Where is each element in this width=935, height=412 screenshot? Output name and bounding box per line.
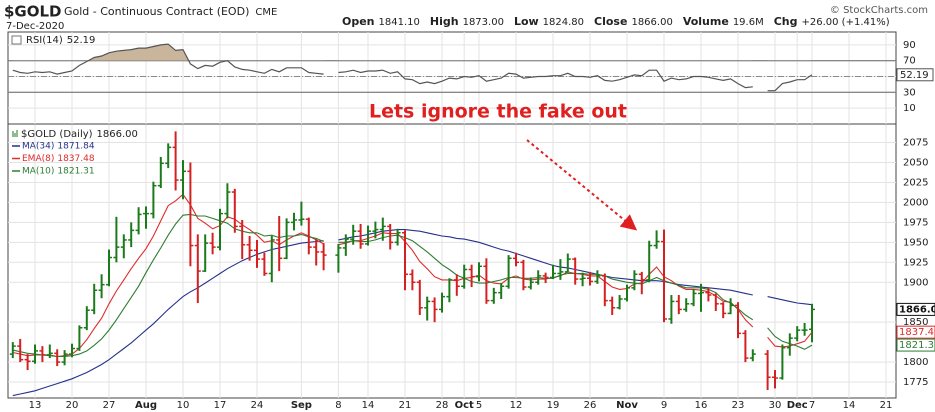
rsi-overbought-area [767,60,812,61]
x-tick-label: Oct [455,400,474,411]
badge-box [896,302,935,316]
date: 7-Dec-2020 [6,21,64,32]
x-tick-label: Dec [787,400,808,411]
rsi-legend-swatch [11,35,22,45]
badge: 1866.0 [899,304,935,315]
rsi-line [338,69,753,89]
x-tick-label: 21 [880,400,893,411]
quote-label: Chg [774,15,798,28]
description: Gold - Continuous Contract (EOD) [64,5,249,18]
x-tick-label: Nov [616,400,638,411]
credit: © StockCharts.com [830,5,928,16]
y-tick-label: 2075 [903,138,928,149]
x-tick-label: Sep [291,400,312,411]
exchange: CME [255,7,277,18]
quote-value: 1866.00 [631,17,672,28]
x-tick-label: Aug [135,400,157,411]
mark-layer [9,43,815,397]
rsi-overbought-area [338,60,753,61]
quote-label: High [430,15,459,28]
quote-label: Volume [683,15,729,28]
x-tick-label: 30 [769,400,782,411]
legend-value: 1837.48 [57,154,94,164]
symbol: $GOLD [4,3,62,21]
price-legend-value: 1866.00 [97,129,138,140]
y-tick-label: 1800 [903,357,928,368]
legend-name: MA(34) [22,142,54,152]
legend-name: MA(10) [22,167,54,177]
x-tick-label: 28 [436,400,449,411]
x-tick-label: 26 [584,400,597,411]
badge: 1821.3 [899,340,934,351]
rsi-legend-name: RSI(14) [26,35,63,46]
x-tick-label: 14 [362,400,375,411]
quote-label: Open [342,15,375,28]
legend-value: 1821.31 [57,167,94,177]
annotation: Lets ignore the fake out [369,101,627,123]
y-tick-label: 1925 [903,257,928,268]
ma-line [338,229,753,296]
rsi-line [12,43,324,75]
price-legend-name: $GOLD (Daily) [21,129,93,140]
x-tick-label: 10 [177,400,190,411]
y-tick-label: 1775 [903,377,928,388]
rsi-tick-label: 10 [903,103,916,114]
rsi-tick-label: 90 [903,40,916,51]
rsi-badge: 52.19 [900,70,929,81]
x-tick-label: 21 [399,400,412,411]
x-tick-label: 7 [809,400,815,411]
x-tick-label: 27 [103,400,116,411]
x-tick-label: 13 [29,400,42,411]
x-tick-label: 17 [214,400,227,411]
legend-name: EMA(8) [22,154,54,164]
badge: 1837.4 [899,327,934,338]
x-tick-label: 14 [843,400,856,411]
x-tick-label: 9 [661,400,667,411]
quote-label: Close [594,15,627,28]
x-tick-label: 16 [695,400,708,411]
ma-line [767,296,813,306]
y-tick-label: 2050 [903,158,928,169]
quote-label: Low [514,15,539,28]
quote-value: 1824.80 [543,17,584,28]
rsi-tick-label: 70 [903,56,916,67]
y-tick-label: 1850 [903,317,928,328]
x-tick-label: 23 [732,400,745,411]
rsi-badge-box [896,68,934,82]
rsi-overbought-area [12,44,324,61]
x-tick-label: 8 [335,400,341,411]
y-tick-label: 1950 [903,237,928,248]
quote-value: +26.00 (+1.41%) [802,17,890,28]
y-tick-label: 1975 [903,217,928,228]
rsi-tick-label: 30 [903,87,916,98]
quote-value: 1841.10 [379,17,420,28]
y-tick-label: 1900 [903,277,928,288]
quote-value: 19.6M [733,17,764,28]
badge-box [896,338,935,352]
y-tick-label: 2000 [903,197,928,208]
x-tick-label: 5 [476,400,482,411]
x-tick-label: 19 [547,400,560,411]
badge-box [896,325,935,339]
price-panel [7,123,897,399]
legend-value: 1871.84 [57,142,94,152]
y-tick-label: 2025 [903,177,928,188]
rsi-line [767,74,813,92]
legend-icon [12,130,18,137]
x-tick-label: 24 [251,400,264,411]
x-tick-label: 20 [66,400,79,411]
x-tick-label: 12 [510,400,523,411]
quote-value: 1873.00 [463,17,504,28]
rsi-legend-value: 52.19 [67,35,96,46]
annotation-arrow [526,139,638,231]
